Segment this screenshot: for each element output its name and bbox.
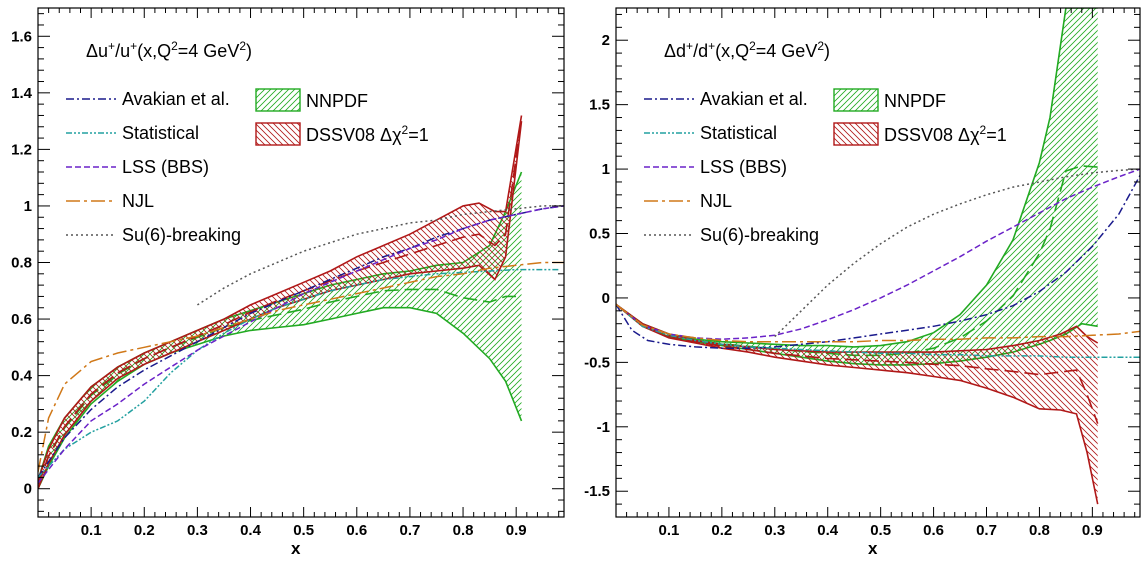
legend-label: NJL (700, 191, 732, 211)
series-line-2 (616, 168, 1140, 340)
series-line-3 (38, 261, 564, 472)
band-lower-edge (38, 306, 523, 490)
x-tick-label: 0.5 (293, 522, 314, 539)
series-line-4 (196, 205, 564, 306)
legend-label: Statistical (700, 123, 777, 143)
legend-swatch-band (255, 88, 301, 112)
band-lower-edge (616, 303, 1099, 505)
y-tick-label: 0.4 (11, 368, 33, 385)
x-tick-label: 0.8 (1029, 522, 1050, 539)
y-tick-label: 1 (602, 161, 610, 178)
legend-label: Su(6)-breaking (122, 225, 241, 245)
y-tick-label: 1.5 (589, 97, 610, 114)
y-tick-label: 0.2 (11, 424, 32, 441)
legend-label: DSSV08 Δχ2=1 (884, 123, 1007, 145)
panel-title: Δd+/d+(x,Q2=4 GeV2) (664, 39, 830, 61)
x-tick-label: 0.6 (346, 522, 367, 539)
x-tick-label: 0.1 (658, 522, 679, 539)
x-tick-label: 0.4 (817, 522, 839, 539)
x-tick-label: 0.2 (711, 522, 732, 539)
legend-swatch-band (255, 122, 301, 146)
x-tick-label: 0.8 (453, 522, 474, 539)
legend-label: DSSV08 Δχ2=1 (306, 123, 429, 145)
legend-swatch-band (833, 88, 879, 112)
series-line-3 (616, 303, 1140, 343)
legend-label: NJL (122, 191, 154, 211)
x-tick-label: 0.2 (134, 522, 155, 539)
panel-2: 0.1 0.2 0.3 0.4 0.5 0.6 0.7 0.8 0.9 x -1.5 -1 -0.5 0 0… (584, 7, 1141, 558)
y-tick-label: 1.6 (11, 28, 32, 45)
x-tick-label: 0.3 (764, 522, 785, 539)
band-central-line (38, 288, 522, 485)
x-tick-label: 0.9 (1082, 522, 1103, 539)
legend-label: LSS (BBS) (122, 157, 209, 177)
legend-label: NNPDF (884, 91, 946, 111)
x-tick-label: 0.7 (976, 522, 997, 539)
series-line-1 (38, 268, 559, 478)
legend-swatch-band (833, 122, 879, 146)
band-lower-edge (38, 121, 523, 490)
x-axis-label: x (291, 539, 301, 558)
panel-1: 0.1 0.2 0.3 0.4 0.5 0.6 0.7 0.8 0.9 x 0 0.2 0.4 0.6 0.… (11, 7, 565, 558)
band-nnpdf (616, 8, 1098, 365)
y-tick-label: 0.8 (11, 255, 32, 272)
y-tick-label: -1.5 (584, 483, 610, 500)
series-line-1 (616, 303, 1140, 358)
series-line-0 (38, 205, 564, 478)
y-tick-label: 1.2 (11, 141, 32, 158)
x-axis-label: x (868, 539, 878, 558)
y-tick-label: -0.5 (584, 354, 610, 371)
legend-label: Avakian et al. (122, 89, 230, 109)
y-tick-label: -1 (597, 419, 610, 436)
x-tick-label: 0.5 (870, 522, 891, 539)
y-tick-label: 0 (24, 481, 32, 498)
x-tick-label: 0.3 (187, 522, 208, 539)
band-upper-edge (38, 115, 523, 481)
panel-title: Δu+/u+(x,Q2=4 GeV2) (86, 39, 252, 61)
legend-label: Su(6)-breaking (700, 225, 819, 245)
legend-label: LSS (BBS) (700, 157, 787, 177)
x-tick-label: 0.6 (923, 522, 944, 539)
x-tick-label: 0.9 (506, 522, 527, 539)
y-tick-label: 2 (602, 32, 610, 49)
y-tick-label: 1 (24, 198, 32, 215)
plot-area (616, 8, 1140, 505)
x-tick-label: 0.1 (81, 522, 102, 539)
y-tick-label: 1.4 (11, 85, 33, 102)
plot-area (38, 115, 564, 490)
band-central-line (616, 303, 1099, 424)
y-tick-label: 0.5 (589, 226, 610, 243)
legend-label: NNPDF (306, 91, 368, 111)
x-tick-label: 0.4 (240, 522, 262, 539)
band-dssv08 (38, 115, 522, 489)
x-tick-label: 0.7 (399, 522, 420, 539)
legend-label: Avakian et al. (700, 89, 808, 109)
y-tick-label: 0 (602, 290, 610, 307)
y-tick-label: 0.6 (11, 311, 32, 328)
legend-label: Statistical (122, 123, 199, 143)
plot-frame (615, 7, 1141, 518)
band-dssv08 (616, 304, 1098, 505)
series-line-0 (616, 175, 1140, 349)
series-line-4 (774, 168, 1140, 338)
band-upper-edge (616, 8, 1098, 348)
band-central-line (616, 165, 1098, 357)
